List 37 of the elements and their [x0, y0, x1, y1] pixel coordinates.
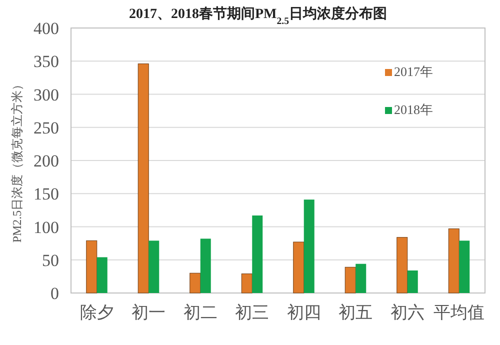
bar — [396, 237, 408, 294]
bar — [459, 240, 470, 293]
bar — [148, 240, 160, 293]
x-tick-label: 初五 — [338, 303, 373, 323]
y-axis-title: PM2.5日浓度（微克每立方米） — [10, 78, 24, 243]
chart-title: 2017、2018春节期间PM$_{2.5}$日均浓度分布图 — [128, 5, 388, 26]
y-tick-label: 200 — [34, 152, 59, 170]
bar — [200, 238, 211, 293]
bar — [293, 242, 304, 294]
y-tick-label: 350 — [34, 52, 59, 72]
y-tick-label: 250 — [34, 118, 59, 138]
y-tick-label: 100 — [34, 218, 59, 237]
bar — [86, 240, 98, 294]
y-tick-label: 150 — [34, 184, 59, 204]
x-tick-label: 平均值 — [434, 303, 485, 323]
x-tick-label: 初三 — [235, 303, 270, 323]
y-tick-label: 50 — [42, 250, 59, 270]
bar — [304, 200, 314, 293]
y-tick-label: 400 — [34, 19, 59, 38]
bar — [448, 228, 460, 294]
x-tick-label: 除夕 — [80, 303, 114, 323]
y-tick-label: 300 — [34, 85, 59, 104]
bar — [344, 266, 356, 294]
legend-label: 2018年 — [394, 102, 433, 117]
y-tick-label: 0 — [50, 284, 59, 303]
x-tick-label: 初四 — [286, 303, 321, 323]
x-tick-label: 初六 — [390, 303, 424, 323]
bar — [138, 64, 149, 294]
bar — [252, 215, 263, 293]
bar — [96, 257, 108, 293]
legend-label: 2017年 — [394, 64, 433, 79]
bar — [407, 270, 418, 293]
x-tick-label: 初一 — [132, 303, 166, 323]
bar — [190, 272, 201, 294]
bar — [356, 264, 366, 293]
x-tick-label: 初二 — [183, 303, 218, 323]
bar — [241, 274, 252, 294]
